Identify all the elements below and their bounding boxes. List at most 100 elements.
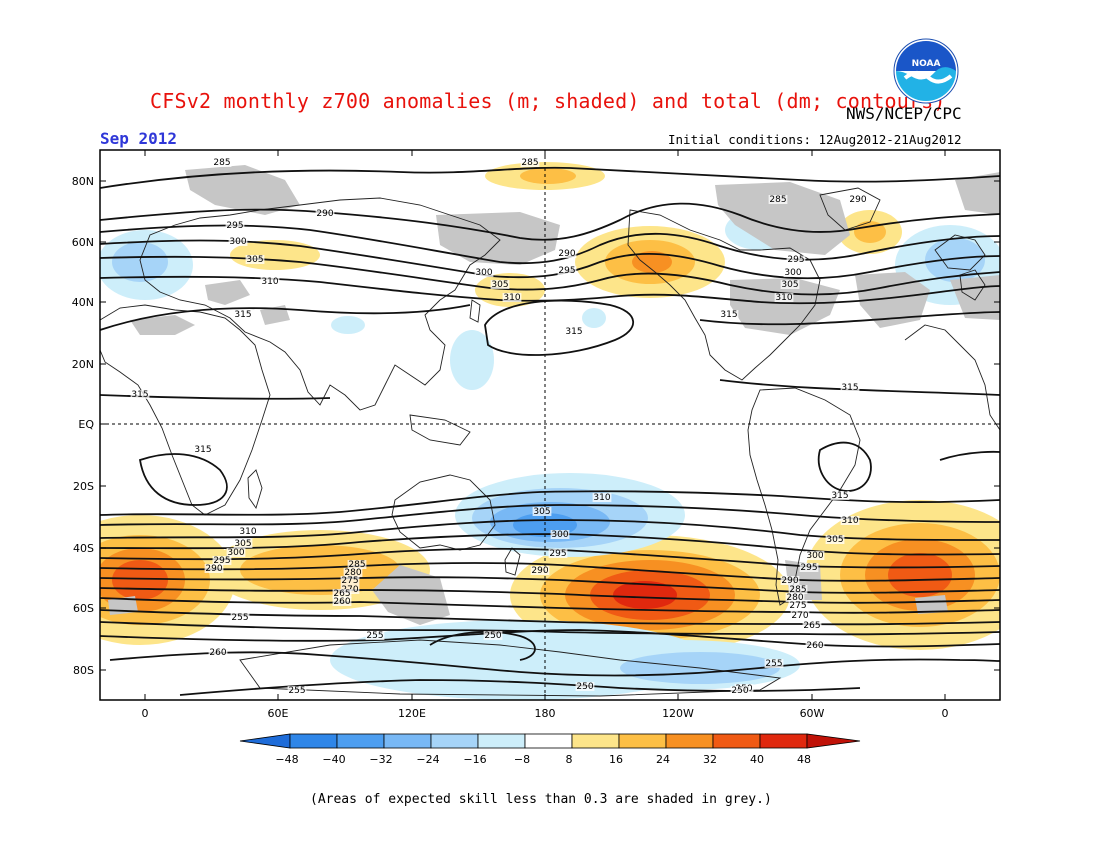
contour-label-bg — [802, 621, 822, 630]
contour-label: 310 — [593, 493, 610, 503]
contour-label: 310 — [775, 293, 792, 303]
lon-tick-label: 0 — [942, 707, 949, 720]
contour-label: 315 — [720, 310, 737, 320]
contour-label-bg — [788, 601, 808, 610]
contour-label: 315 — [131, 390, 148, 400]
contour-label: 315 — [234, 310, 251, 320]
contour-label-bg — [805, 641, 825, 650]
lon-tick-label: 60E — [268, 707, 289, 720]
contour-label: 315 — [194, 445, 211, 455]
contour-label: 255 — [231, 613, 248, 623]
colorbar-label: 8 — [566, 753, 573, 766]
contour-label-bg — [783, 268, 803, 277]
contour-label-bg — [790, 611, 810, 620]
contour-label-bg — [315, 209, 335, 218]
contour-label: 285 — [348, 560, 365, 570]
map-body: 285 2852902953003053103152902953003053103… — [100, 150, 1000, 700]
contour-label-bg — [225, 221, 245, 230]
contour-label-bg — [730, 686, 750, 695]
contour-label: 250 — [576, 682, 593, 692]
contour-label-bg — [532, 507, 552, 516]
contour-label-bg — [483, 631, 503, 640]
colorbar-swatch — [712, 733, 761, 749]
contour-label: 315 — [831, 491, 848, 501]
contour-label: 250 — [731, 686, 748, 696]
contour-label-bg — [548, 549, 568, 558]
contour-label-bg — [474, 268, 494, 277]
contour-label-bg — [550, 530, 570, 539]
colorbar-label: −32 — [369, 753, 392, 766]
contour-label: 295 — [213, 556, 230, 566]
contour-label: 295 — [787, 255, 804, 265]
lon-tick-label: 180 — [535, 707, 556, 720]
contour-label: 290 — [849, 195, 866, 205]
lon-tick-label: 120E — [398, 707, 426, 720]
contour-label: 260 — [806, 641, 823, 651]
contour-label-bg — [332, 597, 352, 606]
colorbar-label: 40 — [750, 753, 764, 766]
colorbar-arrow-left — [239, 733, 291, 749]
contour-label-bg — [805, 551, 825, 560]
colorbar-label: −24 — [416, 753, 439, 766]
contour-label-bg — [502, 293, 522, 302]
contour-label: 310 — [261, 277, 278, 287]
contour-label: 265 — [803, 621, 820, 631]
lat-tick-label: 40N — [72, 296, 94, 309]
contour-label-bg — [575, 682, 595, 691]
contour-label: 300 — [227, 548, 244, 558]
contour-label-bg — [204, 564, 224, 573]
contour-label: 310 — [503, 293, 520, 303]
contour-label: 280 — [344, 568, 361, 578]
contour-label-bg — [557, 266, 577, 275]
colorbar-swatch — [383, 733, 432, 749]
contour-label: 290 — [531, 566, 548, 576]
colorbar-label: 32 — [703, 753, 717, 766]
colorbar-swatch — [571, 733, 620, 749]
contour-label-bg — [825, 535, 845, 544]
contour-label-bg — [530, 566, 550, 575]
contour-label-bg — [780, 280, 800, 289]
contour-label-bg — [785, 593, 805, 602]
contour-label: 285 — [213, 158, 230, 168]
contour-value-labels: 285 2852902953003053103152902953003053103… — [130, 158, 868, 696]
contour-label: 300 — [551, 530, 568, 540]
colorbar-swatch — [759, 733, 808, 749]
lat-tick-label: 20S — [73, 480, 94, 493]
initial-conditions: Initial conditions: 12Aug2012-21Aug2012 — [668, 132, 962, 147]
contour-label: 255 — [288, 686, 305, 696]
contour-label-bg — [230, 613, 250, 622]
colorbar: −48 −40 −32 −24 −16 −8 8 16 24 32 40 48 — [239, 733, 861, 766]
forecast-month: Sep 2012 — [100, 129, 178, 148]
contour-label-bg — [228, 237, 248, 246]
colorbar-swatch — [665, 733, 714, 749]
lon-tick-label: 60W — [800, 707, 825, 720]
colorbar-swatch — [336, 733, 385, 749]
contour-label-bg — [233, 539, 253, 548]
contour-label-bg — [564, 327, 584, 336]
contour-label-bg — [287, 686, 307, 695]
chart-title: CFSv2 monthly z700 anomalies (m; shaded)… — [150, 89, 946, 113]
colorbar-swatch — [289, 733, 338, 749]
lat-tick-label: 20N — [72, 358, 94, 371]
contour-label-bg — [365, 631, 385, 640]
lat-tick-label: EQ — [78, 418, 94, 431]
contour-label: 300 — [475, 268, 492, 278]
contour-label: 260 — [333, 597, 350, 607]
contour-label-bg — [520, 158, 540, 167]
colorbar-label: −40 — [322, 753, 345, 766]
contour-label: 305 — [826, 535, 843, 545]
contour-label-bg — [768, 195, 788, 204]
colorbar-swatch — [430, 733, 479, 749]
contour-label: 285 — [789, 585, 806, 595]
lon-tick-label: 120W — [662, 707, 694, 720]
contour-label-bg — [840, 383, 860, 392]
contour-label: 300 — [229, 237, 246, 247]
contour-label-bg — [774, 293, 794, 302]
contour-label: 280 — [786, 593, 803, 603]
skill-note: (Areas of expected skill less than 0.3 a… — [310, 792, 772, 807]
contour-label-bg — [208, 648, 228, 657]
contour-label-bg — [788, 585, 808, 594]
contour-label: 305 — [491, 280, 508, 290]
contour-label-bg — [233, 310, 253, 319]
